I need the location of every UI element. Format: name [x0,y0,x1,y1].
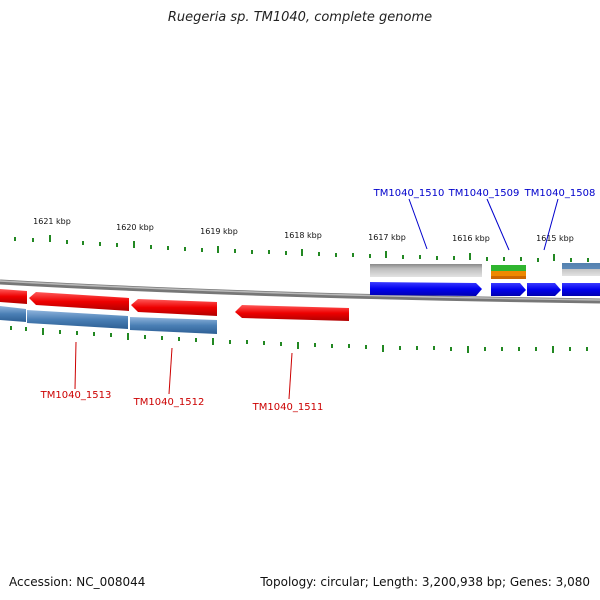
gene-arrow-1514[interactable] [0,289,27,304]
feature-track-misc [370,263,600,279]
gene-arrow-1507[interactable] [562,283,600,296]
gene-label-1510[interactable]: TM1040_1510 [373,188,445,199]
gene-arrow-1509[interactable] [491,283,526,296]
tick-label-1618: 1618 kbp [284,231,322,240]
tick-label-1619: 1619 kbp [200,227,238,236]
tick-label-1617: 1617 kbp [368,233,406,242]
cds-1512[interactable] [130,317,217,334]
gene-arrow-1512[interactable] [131,299,217,316]
gene-arrow-1511[interactable] [235,305,349,321]
genome-backbone [0,279,600,304]
cds-1514[interactable] [0,306,26,322]
tick-label-1620: 1620 kbp [116,223,154,232]
map-title: Ruegeria sp. TM1040, complete genome [167,10,433,25]
gene-arrow-1510[interactable] [370,282,482,296]
reverse-genes [0,289,349,321]
feature-orange-1509[interactable] [491,271,526,276]
feature-gray-1510[interactable] [370,264,482,277]
gene-label-1513[interactable]: TM1040_1513 [40,390,112,401]
gene-label-1512[interactable]: TM1040_1512 [133,397,205,408]
gene-label-1508[interactable]: TM1040_1508 [524,188,596,199]
cds-track [0,306,217,334]
gene-label-1509[interactable]: TM1040_1509 [448,188,520,199]
scale-ticks-top [14,235,589,262]
forward-genes [370,282,600,296]
tick-label-1621: 1621 kbp [33,217,71,226]
feature-green-1509[interactable] [491,265,526,271]
tick-label-1616: 1616 kbp [452,234,490,243]
gene-label-1511[interactable]: TM1040_1511 [252,402,324,413]
gene-arrow-1513[interactable] [29,292,129,311]
tick-label-1615: 1615 kbp [536,234,574,243]
cds-1513[interactable] [27,310,128,329]
genome-summary: Topology: circular; Length: 3,200,938 bp… [260,575,590,589]
accession-label: Accession: NC_008044 [9,575,146,589]
scale-ticks-bottom [10,326,588,353]
gene-arrow-1508[interactable] [527,283,561,296]
